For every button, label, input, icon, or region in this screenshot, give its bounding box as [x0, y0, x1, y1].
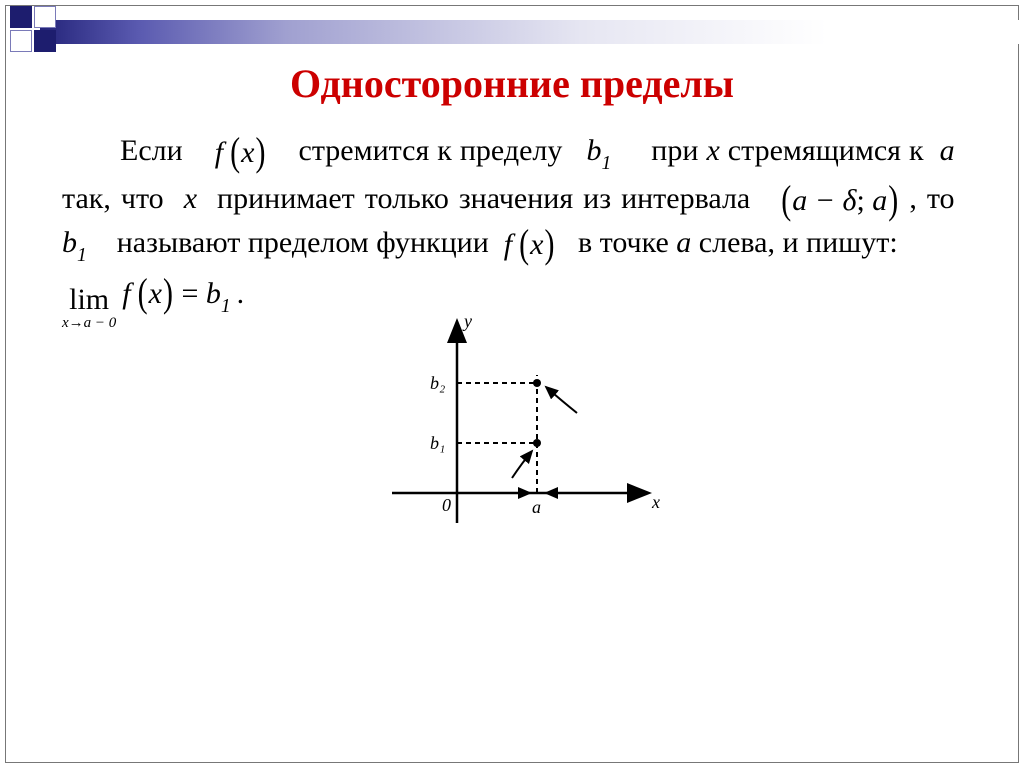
y-axis-label: y	[462, 313, 472, 331]
b1-result: b1	[206, 277, 231, 316]
lim-text: lim	[69, 285, 109, 315]
interval-left: a − δ	[792, 184, 856, 217]
f-symbol: f	[215, 136, 223, 169]
text-tending-to: стремящимся к	[728, 134, 924, 167]
a-var-2: a	[676, 226, 691, 259]
period: .	[237, 277, 245, 311]
x-axis-label: x	[651, 492, 660, 512]
b1-label: b₁	[430, 433, 445, 453]
decor-square	[34, 6, 56, 28]
text-tends: стремится к пределу	[299, 134, 563, 167]
text-takes-values: принимает только значения из интервала	[217, 182, 750, 215]
text-so-that: так, что	[62, 182, 164, 215]
lim-subscript: x→a − 0	[62, 316, 116, 331]
slide-title: Односторонние пределы	[62, 60, 962, 107]
b1-symbol: b1	[586, 134, 611, 167]
fx-in-limit: f (x)	[122, 277, 174, 311]
fx-expression-2: f (x)	[504, 223, 556, 267]
equals-sign: =	[181, 277, 198, 311]
text-then: , то	[909, 182, 954, 215]
header-decoration	[0, 0, 1024, 46]
text-left-write: слева, и пишут:	[699, 226, 898, 259]
text-called-limit: называют пределом функции	[117, 226, 489, 259]
text-at-point: в точке	[578, 226, 669, 259]
decor-square	[10, 30, 32, 52]
x-var-2: x	[184, 182, 197, 215]
x-var: x	[706, 134, 719, 167]
text-if: Если	[120, 134, 183, 167]
x-arg: x	[241, 136, 254, 169]
limit-operator: lim x→a − 0	[62, 285, 116, 331]
interval-expression: (a − δ; a)	[780, 179, 899, 223]
a-var: a	[940, 134, 955, 167]
content-area: Односторонние пределы Если f (x) стремит…	[62, 60, 962, 738]
definition-paragraph: Если f (x) стремится к пределу b1 при x …	[62, 129, 962, 269]
fx-expression: f (x)	[215, 131, 267, 175]
interval-right: a	[872, 184, 887, 217]
origin-label: 0	[442, 495, 451, 515]
graph-container: 0 x y b₂ b₁ a	[62, 313, 962, 548]
decor-square	[10, 6, 32, 28]
decor-square	[34, 30, 56, 52]
text-pri: при	[651, 134, 698, 167]
b2-label: b₂	[430, 373, 445, 393]
gradient-bar	[40, 20, 1024, 44]
limit-graph: 0 x y b₂ b₁ a	[362, 313, 662, 543]
a-label: a	[532, 497, 541, 517]
b1-symbol-2: b1	[62, 226, 87, 259]
